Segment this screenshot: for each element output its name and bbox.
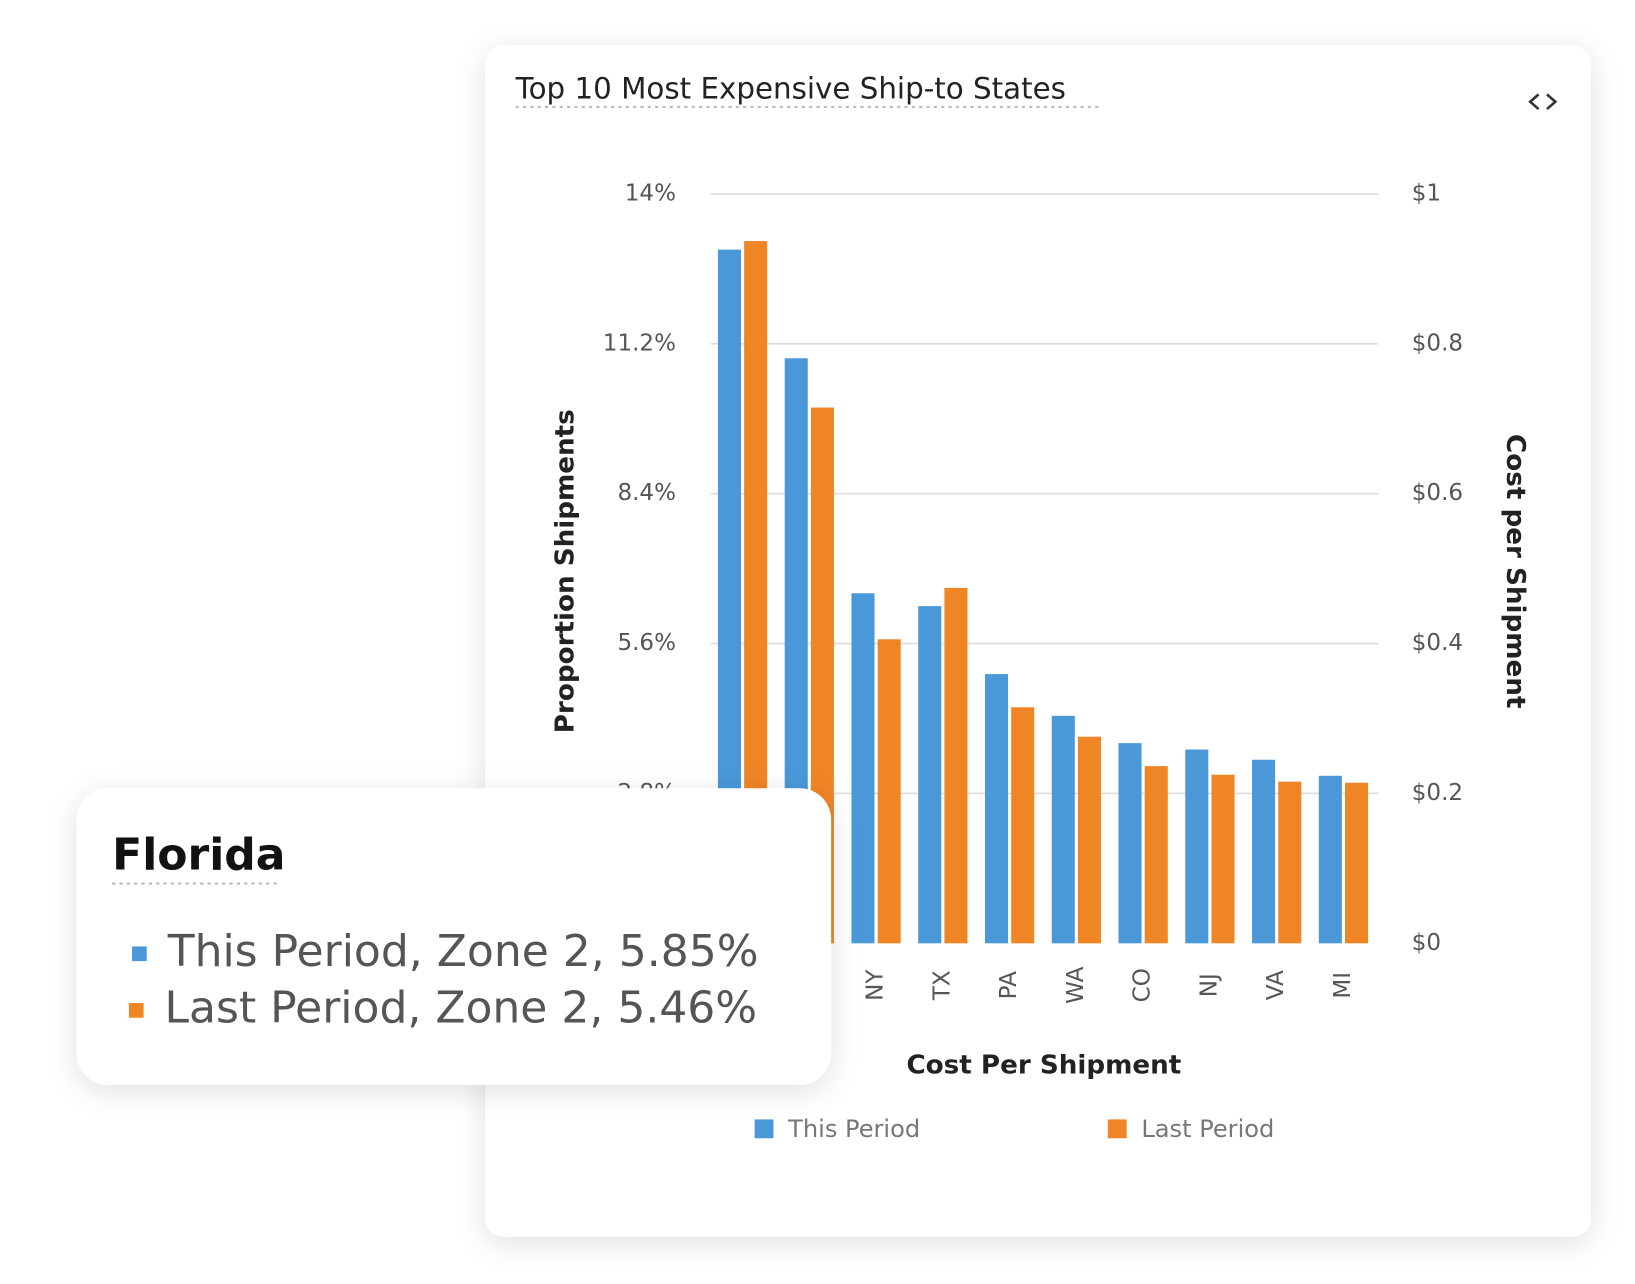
x-tick-label: TX: [929, 970, 955, 1001]
legend-label: This Period: [787, 1115, 920, 1143]
bar: [1185, 749, 1209, 944]
y-tick-label: 11.2%: [603, 330, 676, 356]
bar: [918, 606, 942, 944]
bar: [717, 249, 741, 944]
embed-icon[interactable]: [1528, 93, 1558, 111]
bar: [984, 674, 1009, 944]
tooltip-item: Last Period, Zone 2, 5.46%: [165, 982, 758, 1033]
y2-tick-label: $0.8: [1412, 330, 1463, 356]
bar: [744, 241, 768, 944]
legend-label: Last Period: [1141, 1115, 1274, 1143]
y2-axis-label: Cost per Shipment: [1500, 434, 1530, 708]
legend-swatch: [1107, 1119, 1127, 1139]
tooltip-title: Florida: [112, 829, 285, 880]
x-tick-label: WA: [1063, 966, 1089, 1004]
y2-tick-label: $0.2: [1412, 780, 1463, 806]
bar: [1077, 736, 1102, 944]
legend-item[interactable]: Last Period: [1107, 1115, 1275, 1143]
bar: [877, 639, 901, 944]
x-tick-label: CO: [1130, 968, 1156, 1002]
y-axis-label: Proportion Shipments: [550, 409, 580, 733]
chart-title: Top 10 Most Expensive Ship-to States: [515, 72, 1066, 106]
bar: [1318, 775, 1342, 944]
x-tick-label: MI: [1330, 972, 1356, 999]
x-tick-label: NJ: [1196, 973, 1222, 997]
bar: [1144, 766, 1168, 944]
y2-tick-label: $0: [1412, 930, 1441, 956]
bar: [1011, 707, 1035, 944]
legend-swatch: [754, 1119, 774, 1139]
tooltip-item: This Period, Zone 2, 5.85%: [167, 926, 759, 977]
bar: [851, 593, 875, 944]
y2-tick-label: $0.4: [1412, 630, 1463, 656]
bar: [1211, 774, 1235, 944]
y2-tick-label: $0.6: [1412, 480, 1463, 506]
tooltip-swatch: [132, 946, 147, 962]
tooltip: Florida This Period, Zone 2, 5.85%Last P…: [76, 788, 832, 1085]
bar: [1118, 743, 1142, 944]
y-tick-label: 5.6%: [617, 630, 676, 656]
bar: [1051, 715, 1075, 944]
x-tick-label: PA: [996, 971, 1022, 999]
x-tick-label: NY: [863, 969, 889, 1001]
bar: [944, 587, 968, 944]
legend-item[interactable]: This Period: [754, 1115, 921, 1143]
x-axis-label: Cost Per Shipment: [906, 1050, 1181, 1080]
bar: [1252, 759, 1276, 944]
bar: [1278, 781, 1302, 944]
x-tick-label: VA: [1263, 970, 1289, 1000]
tooltip-box: [76, 788, 832, 1085]
tooltip-swatch: [128, 1003, 144, 1018]
bar: [1344, 782, 1369, 944]
y-tick-label: 14%: [625, 180, 676, 206]
y-tick-label: 8.4%: [617, 480, 676, 506]
y2-tick-label: $1: [1412, 180, 1441, 206]
